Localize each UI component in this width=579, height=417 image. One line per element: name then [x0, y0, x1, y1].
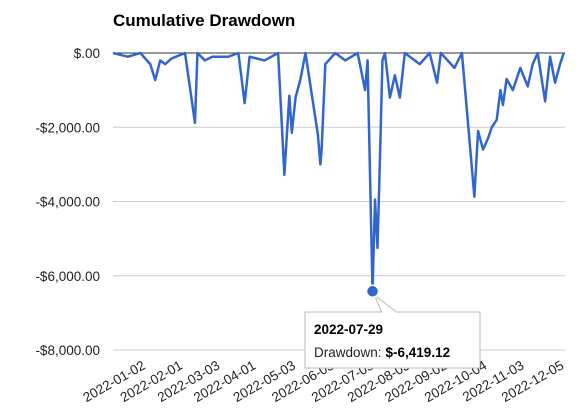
tooltip-value: $-6,419.12	[386, 345, 451, 360]
line-series	[112, 51, 565, 293]
y-tick-label: -$8,000.00	[35, 343, 100, 358]
y-tick-label: -$2,000.00	[35, 120, 100, 135]
chart-title: Cumulative Drawdown	[113, 11, 295, 30]
tooltip-label: Drawdown:	[314, 345, 382, 360]
highlight-point	[365, 284, 380, 299]
tooltip-line: Drawdown: $-6,419.12	[314, 345, 450, 360]
y-tick-label: -$6,000.00	[35, 269, 100, 284]
y-tick-label: $.00	[74, 46, 100, 61]
tooltip-title: 2022-07-29	[314, 322, 383, 337]
y-tick-label: -$4,000.00	[35, 195, 100, 210]
tooltip-box	[304, 293, 481, 369]
